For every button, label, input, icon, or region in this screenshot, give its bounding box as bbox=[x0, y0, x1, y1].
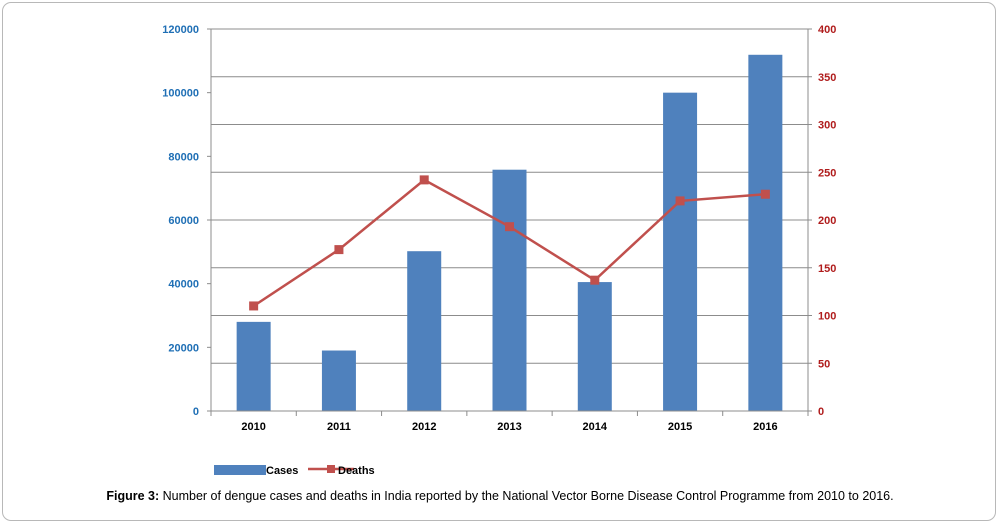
y-right-tick-label: 400 bbox=[818, 24, 836, 36]
caption-label: Figure 3: bbox=[106, 489, 160, 503]
y-right-tick-label: 350 bbox=[818, 72, 836, 84]
bar-cases-2014 bbox=[577, 282, 612, 411]
cases-bars bbox=[236, 54, 783, 412]
y-left-tick-label: 0 bbox=[193, 406, 199, 418]
bar-cases-2010 bbox=[236, 321, 271, 411]
tick-labels: 0 20000 40000 60000 80000 100000 120000 0 50 100 1… bbox=[162, 24, 836, 433]
y-right-tick-label: 300 bbox=[818, 120, 836, 132]
y-left-tick-label: 20000 bbox=[168, 342, 199, 354]
deaths-line bbox=[249, 175, 770, 311]
legend: Cases Deaths bbox=[214, 465, 375, 477]
y-right-tick-label: 100 bbox=[818, 311, 836, 323]
deaths-marker-2010 bbox=[249, 301, 259, 311]
deaths-marker-2015 bbox=[675, 196, 685, 206]
x-tick-label: 2016 bbox=[753, 421, 777, 433]
x-tick-label: 2012 bbox=[412, 421, 436, 433]
deaths-marker-2016 bbox=[760, 189, 770, 199]
x-tick-label: 2011 bbox=[327, 421, 351, 433]
combo-chart: 0 20000 40000 60000 80000 100000 120000 0 50 100 1… bbox=[162, 24, 836, 477]
deaths-marker-2014 bbox=[590, 275, 600, 285]
y-left-tick-label: 80000 bbox=[168, 151, 199, 163]
x-tick-label: 2014 bbox=[583, 421, 608, 433]
y-right-tick-label: 50 bbox=[818, 358, 830, 370]
bar-cases-2011 bbox=[321, 350, 356, 411]
bar-cases-2016 bbox=[748, 54, 783, 411]
y-right-tick-label: 200 bbox=[818, 215, 836, 227]
y-left-tick-label: 120000 bbox=[162, 24, 199, 36]
deaths-marker-2013 bbox=[505, 222, 514, 232]
deaths-marker-2012 bbox=[419, 175, 429, 185]
legend-label-deaths: Deaths bbox=[338, 465, 375, 477]
bar-cases-2012 bbox=[407, 251, 442, 411]
bar-cases-2015 bbox=[663, 92, 698, 412]
axes bbox=[207, 28, 812, 416]
y-right-tick-label: 0 bbox=[818, 406, 824, 418]
y-right-tick-label: 250 bbox=[818, 167, 836, 179]
figure-caption: Figure 3: Number of dengue cases and dea… bbox=[0, 489, 1000, 503]
y-left-tick-label: 40000 bbox=[168, 279, 199, 291]
x-tick-label: 2010 bbox=[241, 421, 265, 433]
legend-label-cases: Cases bbox=[266, 465, 298, 477]
y-left-tick-label: 100000 bbox=[162, 88, 199, 100]
legend-swatch-cases bbox=[214, 465, 266, 475]
y-right-tick-label: 150 bbox=[818, 263, 836, 275]
bar-cases-2013 bbox=[492, 169, 527, 411]
caption-text: Number of dengue cases and deaths in Ind… bbox=[159, 489, 894, 503]
y-left-tick-label: 60000 bbox=[168, 215, 199, 227]
deaths-marker-2011 bbox=[334, 245, 344, 255]
x-tick-label: 2015 bbox=[668, 421, 692, 433]
x-tick-label: 2013 bbox=[497, 421, 521, 433]
legend-marker-deaths bbox=[327, 465, 335, 473]
